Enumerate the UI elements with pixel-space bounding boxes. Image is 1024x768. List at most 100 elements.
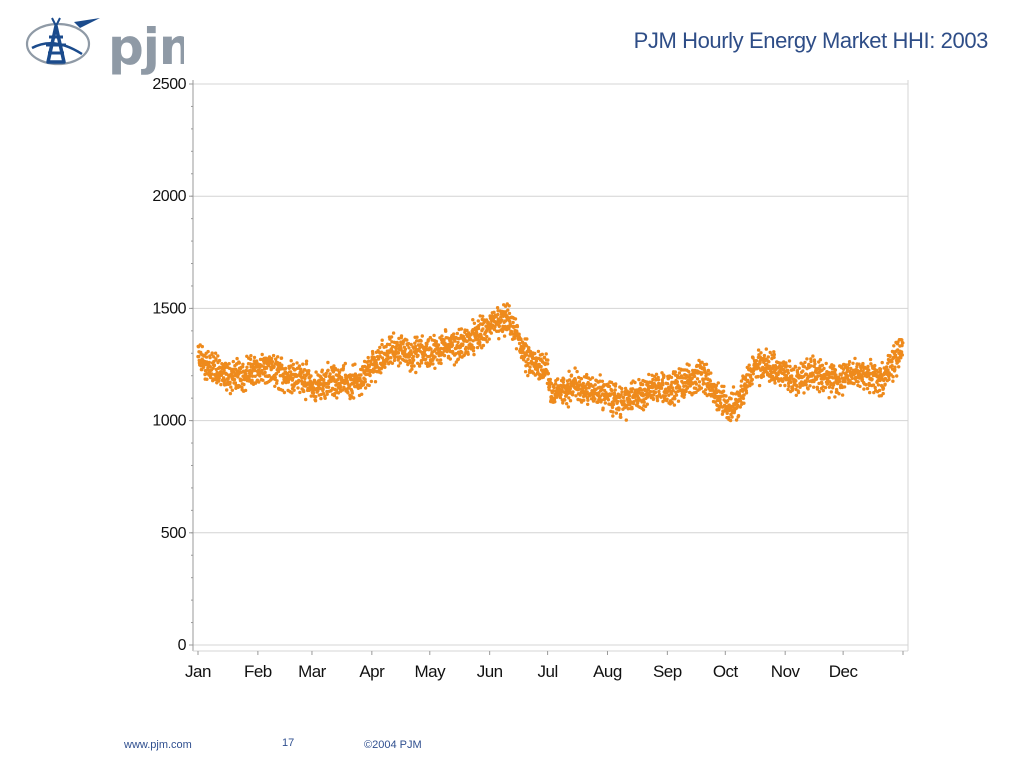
- data-point: [699, 386, 704, 390]
- data-point: [446, 354, 451, 359]
- footer-copyright: ©2004 PJM: [364, 739, 422, 751]
- data-point: [684, 389, 688, 394]
- data-point: [458, 345, 463, 349]
- data-point: [414, 370, 418, 375]
- data-point: [619, 393, 623, 397]
- data-point: [661, 383, 665, 387]
- data-point: [855, 365, 859, 369]
- data-point: [409, 342, 413, 347]
- data-point: [383, 362, 387, 366]
- data-point: [279, 356, 284, 360]
- data-point: [811, 373, 815, 377]
- data-point: [326, 360, 330, 365]
- data-point: [231, 359, 235, 364]
- data-point: [767, 360, 771, 364]
- data-point: [511, 320, 515, 325]
- data-point: [617, 406, 621, 411]
- data-point: [602, 383, 606, 387]
- data-point: [337, 370, 342, 375]
- data-point: [812, 385, 816, 389]
- data-point: [398, 355, 402, 359]
- data-point: [228, 391, 233, 396]
- data-point: [545, 362, 550, 366]
- data-point: [240, 378, 244, 382]
- x-tick-label: Dec: [829, 662, 859, 681]
- data-point: [388, 342, 392, 347]
- data-point: [682, 392, 687, 397]
- data-point: [289, 370, 293, 374]
- data-point: [574, 394, 578, 398]
- data-point: [573, 366, 577, 370]
- data-point: [868, 390, 872, 395]
- data-point: [244, 368, 248, 373]
- data-point: [270, 360, 275, 364]
- data-point: [280, 363, 284, 367]
- data-point: [585, 390, 589, 394]
- data-point: [489, 331, 493, 335]
- data-point: [271, 353, 276, 358]
- data-point: [669, 375, 674, 380]
- data-point: [439, 361, 443, 366]
- data-point: [448, 357, 452, 361]
- data-point: [533, 351, 537, 356]
- data-point: [282, 390, 287, 395]
- data-point: [369, 379, 374, 384]
- data-point: [497, 324, 501, 329]
- data-point: [577, 380, 582, 384]
- data-point: [706, 368, 711, 373]
- data-point: [897, 359, 901, 363]
- data-point: [817, 381, 821, 386]
- data-point: [311, 382, 315, 387]
- data-point: [405, 338, 409, 342]
- data-point: [886, 361, 890, 365]
- data-point: [248, 357, 253, 361]
- data-point: [230, 388, 234, 392]
- data-point: [884, 365, 889, 369]
- data-point: [809, 364, 813, 368]
- data-point: [399, 334, 404, 338]
- data-point: [736, 403, 740, 408]
- data-point: [873, 363, 877, 368]
- data-point: [543, 373, 547, 377]
- data-point: [645, 402, 649, 406]
- data-point: [785, 364, 789, 368]
- data-point: [289, 359, 293, 363]
- data-point: [272, 364, 276, 369]
- data-point: [762, 353, 767, 358]
- data-point: [584, 386, 588, 391]
- data-point: [565, 402, 569, 406]
- data-point: [361, 382, 366, 387]
- data-point: [452, 363, 457, 367]
- y-tick-label: 1500: [152, 300, 186, 317]
- data-point: [609, 380, 614, 385]
- data-point: [892, 344, 896, 348]
- data-point: [861, 361, 865, 366]
- data-point: [253, 374, 257, 378]
- data-point: [671, 389, 675, 393]
- data-point: [824, 361, 828, 366]
- data-point: [314, 395, 318, 399]
- data-point: [380, 338, 384, 342]
- data-point: [466, 346, 471, 350]
- data-point: [877, 388, 882, 393]
- data-point: [396, 364, 401, 368]
- data-point: [459, 327, 464, 331]
- data-point: [558, 395, 563, 400]
- x-tick-label: Mar: [298, 662, 327, 681]
- data-point: [526, 357, 530, 361]
- data-point: [367, 383, 371, 388]
- data-point: [611, 410, 615, 414]
- data-point: [615, 399, 620, 404]
- data-point: [409, 349, 413, 353]
- data-point: [586, 380, 590, 385]
- data-point: [475, 345, 480, 350]
- data-point: [547, 387, 551, 392]
- data-point: [648, 389, 653, 394]
- data-point: [318, 386, 323, 391]
- data-point: [371, 352, 375, 356]
- data-point: [552, 385, 556, 390]
- data-point: [744, 391, 749, 395]
- data-point: [297, 378, 301, 383]
- data-point: [553, 382, 558, 386]
